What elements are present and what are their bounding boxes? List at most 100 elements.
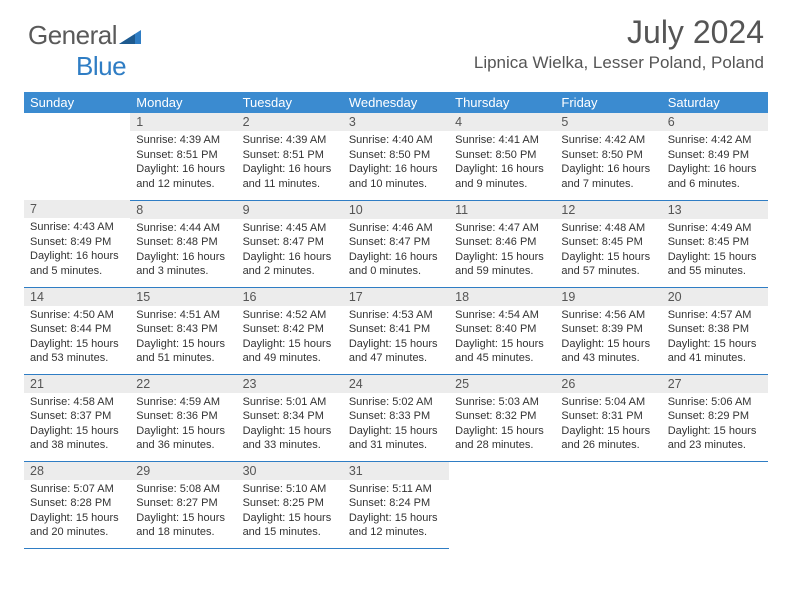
day-number: 23 xyxy=(237,375,343,393)
calendar-cell: 13Sunrise: 4:49 AMSunset: 8:45 PMDayligh… xyxy=(662,200,768,287)
calendar-cell: 24Sunrise: 5:02 AMSunset: 8:33 PMDayligh… xyxy=(343,374,449,461)
day-text: Sunrise: 5:06 AMSunset: 8:29 PMDaylight:… xyxy=(662,393,768,456)
day-text: Sunrise: 4:48 AMSunset: 8:45 PMDaylight:… xyxy=(555,219,661,282)
calendar-cell: 16Sunrise: 4:52 AMSunset: 8:42 PMDayligh… xyxy=(237,287,343,374)
calendar-row: 7Sunrise: 4:43 AMSunset: 8:49 PMDaylight… xyxy=(24,200,768,287)
calendar-cell: 9Sunrise: 4:45 AMSunset: 8:47 PMDaylight… xyxy=(237,200,343,287)
day-number: 5 xyxy=(555,113,661,131)
day-text: Sunrise: 4:40 AMSunset: 8:50 PMDaylight:… xyxy=(343,131,449,194)
month-title: July 2024 xyxy=(474,14,764,51)
location: Lipnica Wielka, Lesser Poland, Poland xyxy=(474,53,764,73)
day-number xyxy=(662,462,768,480)
day-text: Sunrise: 4:39 AMSunset: 8:51 PMDaylight:… xyxy=(237,131,343,194)
day-number: 1 xyxy=(130,113,236,131)
day-number xyxy=(555,462,661,480)
day-text: Sunrise: 4:42 AMSunset: 8:50 PMDaylight:… xyxy=(555,131,661,194)
day-number: 2 xyxy=(237,113,343,131)
calendar-row: 1Sunrise: 4:39 AMSunset: 8:51 PMDaylight… xyxy=(24,113,768,200)
day-number: 20 xyxy=(662,288,768,306)
logo-text: General Blue xyxy=(28,20,141,82)
calendar-cell: 6Sunrise: 4:42 AMSunset: 8:49 PMDaylight… xyxy=(662,113,768,200)
day-number: 25 xyxy=(449,375,555,393)
calendar-cell xyxy=(24,113,130,200)
day-number: 29 xyxy=(130,462,236,480)
calendar-cell: 28Sunrise: 5:07 AMSunset: 8:28 PMDayligh… xyxy=(24,461,130,548)
day-number: 6 xyxy=(662,113,768,131)
title-block: July 2024 Lipnica Wielka, Lesser Poland,… xyxy=(474,14,764,73)
day-text: Sunrise: 5:04 AMSunset: 8:31 PMDaylight:… xyxy=(555,393,661,456)
weekday-header: Friday xyxy=(555,92,661,113)
day-number: 3 xyxy=(343,113,449,131)
day-text: Sunrise: 4:56 AMSunset: 8:39 PMDaylight:… xyxy=(555,306,661,369)
calendar-row: 14Sunrise: 4:50 AMSunset: 8:44 PMDayligh… xyxy=(24,287,768,374)
day-text: Sunrise: 5:07 AMSunset: 8:28 PMDaylight:… xyxy=(24,480,130,543)
calendar-cell: 15Sunrise: 4:51 AMSunset: 8:43 PMDayligh… xyxy=(130,287,236,374)
day-number xyxy=(24,113,130,131)
calendar-cell: 27Sunrise: 5:06 AMSunset: 8:29 PMDayligh… xyxy=(662,374,768,461)
day-text: Sunrise: 4:46 AMSunset: 8:47 PMDaylight:… xyxy=(343,219,449,282)
day-number: 26 xyxy=(555,375,661,393)
calendar-cell xyxy=(449,461,555,548)
day-text: Sunrise: 5:02 AMSunset: 8:33 PMDaylight:… xyxy=(343,393,449,456)
calendar-cell xyxy=(555,461,661,548)
weekday-header: Thursday xyxy=(449,92,555,113)
day-number xyxy=(449,462,555,480)
calendar-cell: 1Sunrise: 4:39 AMSunset: 8:51 PMDaylight… xyxy=(130,113,236,200)
day-text: Sunrise: 4:39 AMSunset: 8:51 PMDaylight:… xyxy=(130,131,236,194)
calendar-body: 1Sunrise: 4:39 AMSunset: 8:51 PMDaylight… xyxy=(24,113,768,548)
calendar-cell: 31Sunrise: 5:11 AMSunset: 8:24 PMDayligh… xyxy=(343,461,449,548)
day-number: 30 xyxy=(237,462,343,480)
calendar-cell: 22Sunrise: 4:59 AMSunset: 8:36 PMDayligh… xyxy=(130,374,236,461)
day-text: Sunrise: 4:49 AMSunset: 8:45 PMDaylight:… xyxy=(662,219,768,282)
day-number: 19 xyxy=(555,288,661,306)
day-text: Sunrise: 4:59 AMSunset: 8:36 PMDaylight:… xyxy=(130,393,236,456)
weekday-header: Sunday xyxy=(24,92,130,113)
day-text: Sunrise: 4:51 AMSunset: 8:43 PMDaylight:… xyxy=(130,306,236,369)
day-number: 14 xyxy=(24,288,130,306)
calendar-cell: 29Sunrise: 5:08 AMSunset: 8:27 PMDayligh… xyxy=(130,461,236,548)
calendar-cell: 8Sunrise: 4:44 AMSunset: 8:48 PMDaylight… xyxy=(130,200,236,287)
calendar-cell: 12Sunrise: 4:48 AMSunset: 8:45 PMDayligh… xyxy=(555,200,661,287)
day-text: Sunrise: 4:54 AMSunset: 8:40 PMDaylight:… xyxy=(449,306,555,369)
header: General Blue July 2024 Lipnica Wielka, L… xyxy=(0,0,792,86)
day-text: Sunrise: 4:43 AMSunset: 8:49 PMDaylight:… xyxy=(24,218,130,281)
calendar-cell: 17Sunrise: 4:53 AMSunset: 8:41 PMDayligh… xyxy=(343,287,449,374)
calendar-cell xyxy=(662,461,768,548)
day-text: Sunrise: 4:58 AMSunset: 8:37 PMDaylight:… xyxy=(24,393,130,456)
weekday-header: Wednesday xyxy=(343,92,449,113)
day-text: Sunrise: 4:53 AMSunset: 8:41 PMDaylight:… xyxy=(343,306,449,369)
day-number: 17 xyxy=(343,288,449,306)
day-text: Sunrise: 5:08 AMSunset: 8:27 PMDaylight:… xyxy=(130,480,236,543)
day-number: 13 xyxy=(662,201,768,219)
day-number: 4 xyxy=(449,113,555,131)
day-text: Sunrise: 4:57 AMSunset: 8:38 PMDaylight:… xyxy=(662,306,768,369)
day-number: 22 xyxy=(130,375,236,393)
calendar-cell: 10Sunrise: 4:46 AMSunset: 8:47 PMDayligh… xyxy=(343,200,449,287)
day-number: 31 xyxy=(343,462,449,480)
calendar-cell: 26Sunrise: 5:04 AMSunset: 8:31 PMDayligh… xyxy=(555,374,661,461)
logo: General Blue xyxy=(28,20,141,82)
day-text: Sunrise: 4:50 AMSunset: 8:44 PMDaylight:… xyxy=(24,306,130,369)
day-text: Sunrise: 5:10 AMSunset: 8:25 PMDaylight:… xyxy=(237,480,343,543)
day-number: 12 xyxy=(555,201,661,219)
calendar-cell: 3Sunrise: 4:40 AMSunset: 8:50 PMDaylight… xyxy=(343,113,449,200)
calendar-head: SundayMondayTuesdayWednesdayThursdayFrid… xyxy=(24,92,768,113)
day-text xyxy=(449,480,555,485)
calendar-cell: 7Sunrise: 4:43 AMSunset: 8:49 PMDaylight… xyxy=(24,200,130,287)
calendar-cell: 4Sunrise: 4:41 AMSunset: 8:50 PMDaylight… xyxy=(449,113,555,200)
weekday-header: Monday xyxy=(130,92,236,113)
day-text: Sunrise: 4:42 AMSunset: 8:49 PMDaylight:… xyxy=(662,131,768,194)
calendar-cell: 11Sunrise: 4:47 AMSunset: 8:46 PMDayligh… xyxy=(449,200,555,287)
calendar-row: 21Sunrise: 4:58 AMSunset: 8:37 PMDayligh… xyxy=(24,374,768,461)
day-text: Sunrise: 4:45 AMSunset: 8:47 PMDaylight:… xyxy=(237,219,343,282)
day-number: 7 xyxy=(24,200,130,218)
day-text: Sunrise: 4:44 AMSunset: 8:48 PMDaylight:… xyxy=(130,219,236,282)
calendar-table: SundayMondayTuesdayWednesdayThursdayFrid… xyxy=(24,92,768,549)
day-number: 9 xyxy=(237,201,343,219)
day-number: 10 xyxy=(343,201,449,219)
calendar-cell: 25Sunrise: 5:03 AMSunset: 8:32 PMDayligh… xyxy=(449,374,555,461)
day-text: Sunrise: 4:41 AMSunset: 8:50 PMDaylight:… xyxy=(449,131,555,194)
day-text xyxy=(662,480,768,485)
weekday-header: Tuesday xyxy=(237,92,343,113)
day-number: 15 xyxy=(130,288,236,306)
